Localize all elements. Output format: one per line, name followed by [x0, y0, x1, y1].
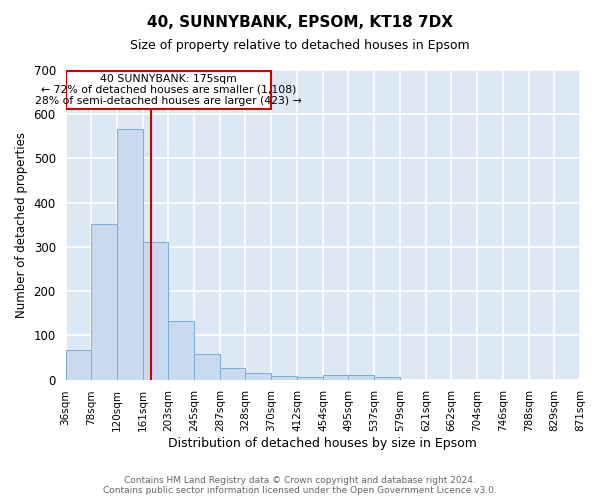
Text: ← 72% of detached houses are smaller (1,108): ← 72% of detached houses are smaller (1,… [41, 85, 296, 95]
Bar [297, 378, 323, 380]
Bar [143, 242, 169, 380]
Bar [65, 350, 91, 380]
Bar [323, 375, 349, 380]
Bar [220, 368, 245, 380]
Bar [194, 354, 220, 380]
Bar [271, 376, 297, 380]
Bar [349, 375, 374, 380]
Bar [374, 378, 400, 380]
Bar [91, 224, 117, 380]
Text: 40 SUNNYBANK: 175sqm: 40 SUNNYBANK: 175sqm [100, 74, 237, 85]
FancyBboxPatch shape [65, 71, 271, 109]
Text: 40, SUNNYBANK, EPSOM, KT18 7DX: 40, SUNNYBANK, EPSOM, KT18 7DX [147, 15, 453, 30]
Y-axis label: Number of detached properties: Number of detached properties [15, 132, 28, 318]
Bar [245, 373, 271, 380]
Text: Size of property relative to detached houses in Epsom: Size of property relative to detached ho… [130, 39, 470, 52]
Bar [117, 129, 143, 380]
Text: 28% of semi-detached houses are larger (423) →: 28% of semi-detached houses are larger (… [35, 96, 302, 106]
Text: Contains HM Land Registry data © Crown copyright and database right 2024.
Contai: Contains HM Land Registry data © Crown c… [103, 476, 497, 495]
X-axis label: Distribution of detached houses by size in Epsom: Distribution of detached houses by size … [169, 437, 477, 450]
Bar [169, 321, 194, 380]
